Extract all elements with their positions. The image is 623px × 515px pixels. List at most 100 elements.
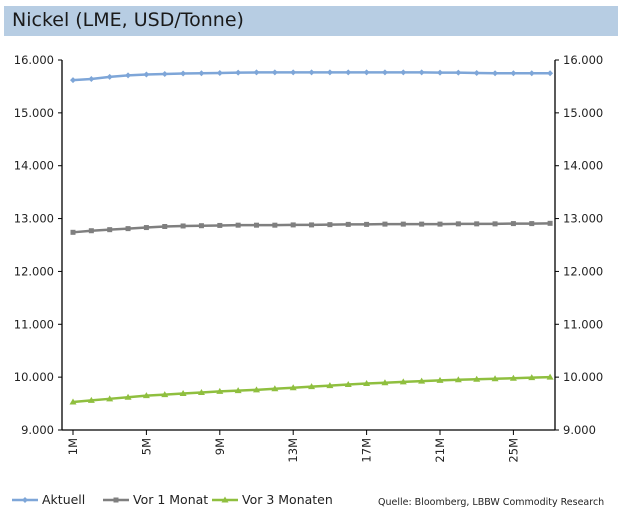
data-point: [345, 69, 352, 76]
data-point: [363, 379, 371, 386]
data-point: [326, 382, 334, 389]
data-point: [142, 392, 150, 399]
data-point: [364, 221, 370, 227]
data-point: [197, 388, 205, 395]
data-point: [253, 69, 260, 76]
data-point: [308, 69, 315, 76]
y-tick-label-left: 16.000: [14, 53, 54, 67]
x-tick-label: 5M: [139, 438, 153, 455]
data-point: [198, 223, 204, 229]
data-point: [216, 387, 224, 394]
data-point: [382, 221, 388, 227]
legend-label: Vor 1 Monat: [133, 492, 208, 507]
data-point: [510, 70, 517, 77]
data-point: [198, 70, 205, 77]
data-point: [418, 69, 425, 76]
y-tick-label-right: 10.000: [563, 370, 603, 384]
data-point: [271, 385, 279, 392]
y-tick-label-right: 14.000: [563, 159, 603, 173]
data-point: [381, 69, 388, 76]
data-point: [547, 70, 554, 77]
data-point: [492, 70, 499, 77]
data-point: [309, 222, 315, 228]
data-point: [474, 221, 480, 227]
chart-axes: 9.000 9.000 10.000 10.000 11.000 11.000 12.000…: [14, 53, 604, 463]
data-point: [546, 373, 554, 380]
data-point: [492, 221, 498, 227]
y-tick-label-right: 11.000: [563, 317, 603, 331]
data-point: [491, 375, 499, 382]
legend-label: Aktuell: [42, 492, 85, 507]
data-point: [87, 396, 95, 403]
data-point: [327, 222, 333, 228]
data-point: [217, 222, 223, 228]
data-point: [234, 387, 242, 394]
series-1: [70, 69, 554, 84]
data-point: [290, 69, 297, 76]
data-point: [473, 375, 481, 382]
y-tick-label-left: 10.000: [14, 370, 54, 384]
legend-marker: [22, 497, 28, 503]
data-point: [326, 69, 333, 76]
y-tick-label-right: 16.000: [563, 53, 603, 67]
series-3: [69, 373, 554, 405]
legend-marker: [221, 496, 229, 503]
data-point: [235, 222, 241, 228]
y-tick-label-left: 15.000: [14, 106, 54, 120]
data-point: [290, 222, 296, 228]
y-tick-label-right: 15.000: [563, 106, 603, 120]
data-point: [69, 398, 77, 405]
legend-item: Vor 3 Monaten: [212, 492, 333, 507]
data-point: [235, 69, 242, 76]
data-point: [547, 220, 553, 226]
chart-lines: [69, 69, 554, 405]
data-point: [88, 76, 95, 83]
data-point: [308, 383, 316, 390]
y-tick-label-right: 13.000: [563, 212, 603, 226]
data-point: [473, 69, 480, 76]
x-tick-label: 9M: [213, 438, 227, 455]
data-point: [125, 226, 131, 232]
chart-legend: Aktuell Vor 1 Monat Vor 3 Monaten: [12, 492, 333, 507]
chart-source: Quelle: Bloomberg, LBBW Commodity Resear…: [378, 497, 604, 508]
data-point: [125, 72, 132, 79]
series-2: [70, 220, 553, 235]
data-point: [216, 69, 223, 76]
y-tick-label-left: 14.000: [14, 159, 54, 173]
data-point: [179, 390, 187, 397]
data-point: [419, 221, 425, 227]
data-point: [509, 374, 517, 381]
data-point: [161, 71, 168, 78]
data-point: [528, 374, 536, 381]
data-point: [272, 222, 278, 228]
data-point: [143, 71, 150, 78]
y-tick-label-left: 9.000: [21, 423, 54, 437]
data-point: [106, 73, 113, 80]
data-point: [254, 222, 259, 228]
data-point: [381, 379, 389, 386]
data-point: [124, 393, 132, 400]
data-point: [253, 386, 260, 393]
data-point: [437, 69, 443, 76]
data-point: [455, 221, 461, 227]
data-point: [106, 395, 114, 402]
data-point: [510, 221, 516, 227]
legend-marker: [113, 497, 119, 503]
legend-item: Vor 1 Monat: [103, 492, 208, 507]
chart-title-bar: Nickel (LME, USD/Tonne): [4, 6, 618, 36]
x-tick-label: 21M: [433, 438, 447, 463]
data-point: [70, 229, 76, 235]
data-point: [418, 377, 426, 384]
data-point: [345, 221, 351, 227]
data-point: [162, 224, 168, 229]
x-tick-label: 25M: [506, 438, 520, 463]
data-point: [289, 384, 297, 391]
legend-item: Aktuell: [12, 492, 85, 507]
data-point: [271, 69, 278, 76]
x-tick-label: 17M: [360, 438, 374, 463]
data-point: [180, 223, 186, 229]
chart-title: Nickel (LME, USD/Tonne): [12, 9, 244, 31]
data-point: [455, 69, 462, 76]
data-point: [454, 376, 462, 383]
